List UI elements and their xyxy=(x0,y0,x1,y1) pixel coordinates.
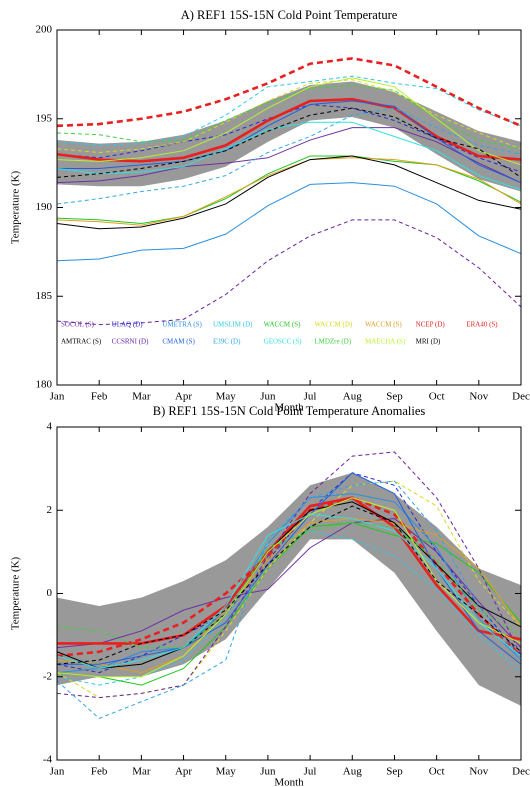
y-tick-label: 180 xyxy=(36,379,53,391)
x-tick-label: Jul xyxy=(304,766,317,778)
y-axis-label: Temperature (K) xyxy=(10,170,22,244)
x-tick-label: Feb xyxy=(91,766,108,778)
legend-entry: UMSLIM (D) xyxy=(213,321,253,329)
series-line xyxy=(56,75,522,146)
series-line xyxy=(56,155,522,230)
x-tick-label: Nov xyxy=(469,391,488,403)
y-tick-label: 195 xyxy=(36,112,53,124)
series-line xyxy=(56,518,522,674)
series-line xyxy=(56,501,522,669)
legend-entry: CMAM (S) xyxy=(162,338,195,346)
series-line xyxy=(56,219,522,326)
series-line xyxy=(56,182,522,262)
x-tick-label: Feb xyxy=(91,391,108,403)
legend-entry: WACCM (S) xyxy=(264,321,301,329)
x-tick-label: Oct xyxy=(429,766,445,778)
y-tick-label: 190 xyxy=(36,201,53,213)
legend-entry: MRI (D) xyxy=(416,338,441,346)
series-line xyxy=(56,530,522,686)
legend-entry: SOCOL (S) xyxy=(61,321,95,329)
legend-entry: GEOSCC (S) xyxy=(264,338,303,346)
series-line xyxy=(56,497,522,678)
legend-entry: AMTRAC (S) xyxy=(61,338,102,346)
series-line xyxy=(56,472,522,674)
legend-entry: WACCM (S) xyxy=(365,321,402,329)
series-line xyxy=(56,522,522,686)
x-axis-label: Month xyxy=(274,777,304,787)
x-tick-label: Dec xyxy=(512,391,530,403)
legend-entry: UMETRA (S) xyxy=(162,321,202,329)
legend-entry: WACCM (D) xyxy=(314,321,353,329)
y-tick-label: 200 xyxy=(36,24,53,36)
x-tick-label: Oct xyxy=(429,391,445,403)
series-line xyxy=(56,79,522,153)
x-tick-label: Aug xyxy=(343,766,362,778)
x-tick-label: Jun xyxy=(260,766,276,778)
x-tick-label: Sep xyxy=(386,391,403,403)
chart-title: B) REF1 15S-15N Cold Point Temperature A… xyxy=(153,404,426,418)
y-axis-label: Temperature (K) xyxy=(10,556,22,630)
series-line xyxy=(56,157,522,226)
legend-entry: NCEP (D) xyxy=(416,321,446,329)
legend-entry: MAECHA (S) xyxy=(365,338,406,346)
series-line xyxy=(57,100,522,184)
x-tick-label: Jun xyxy=(260,391,276,403)
series-line xyxy=(56,513,522,669)
series-line xyxy=(56,493,522,674)
x-tick-label: Apr xyxy=(175,766,192,778)
y-tick-label: 2 xyxy=(47,504,53,516)
y-tick-label: 4 xyxy=(47,421,53,433)
x-tick-label: Sep xyxy=(386,766,403,778)
y-tick-label: -4 xyxy=(43,754,53,766)
series-line xyxy=(57,472,522,665)
legend-entry: ULAQ (D) xyxy=(112,321,144,329)
series-line xyxy=(56,107,522,178)
legend-entry: ERA40 (S) xyxy=(466,321,498,329)
x-tick-label: May xyxy=(216,391,237,403)
x-tick-label: Mar xyxy=(132,391,151,403)
y-tick-label: 0 xyxy=(47,587,53,599)
legend-entry: CCSRNI (D) xyxy=(112,338,149,346)
x-tick-label: Nov xyxy=(469,766,488,778)
series-line xyxy=(56,107,522,205)
legend-entry: E39C (D) xyxy=(213,338,241,346)
x-tick-label: Mar xyxy=(132,766,151,778)
x-tick-label: Jan xyxy=(50,391,65,403)
x-tick-label: Jul xyxy=(304,391,317,403)
series-line xyxy=(56,127,522,184)
x-tick-label: Aug xyxy=(343,391,362,403)
x-axis-label: Month xyxy=(274,402,304,414)
series-line xyxy=(56,505,522,665)
series-line xyxy=(56,121,522,191)
spread-band xyxy=(57,81,521,192)
series-line xyxy=(56,97,522,163)
series-line xyxy=(57,496,522,645)
legend-entry: LMDZre (D) xyxy=(314,338,351,346)
chart-title: A) REF1 15S-15N Cold Point Temperature xyxy=(181,8,398,22)
series-line xyxy=(56,451,522,699)
y-tick-label: 185 xyxy=(36,290,53,302)
plot-frame xyxy=(56,29,522,386)
series-line xyxy=(56,57,522,128)
series-line xyxy=(56,84,522,150)
spread-band xyxy=(57,472,521,706)
series-line xyxy=(56,77,522,166)
x-tick-label: Dec xyxy=(512,766,530,778)
x-tick-label: Jan xyxy=(50,766,65,778)
x-tick-label: May xyxy=(216,766,237,778)
series-line xyxy=(56,480,522,719)
x-tick-label: Apr xyxy=(175,391,192,403)
series-line xyxy=(56,522,522,649)
y-tick-label: -2 xyxy=(43,670,52,682)
